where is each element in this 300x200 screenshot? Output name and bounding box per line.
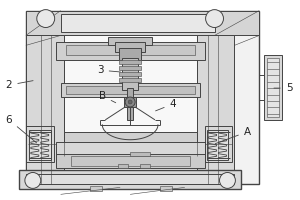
Bar [122,58,138,90]
Bar [118,164,128,168]
Bar [119,78,141,82]
Bar [29,130,51,160]
Bar [26,35,64,184]
Bar [267,58,279,117]
Bar [66,45,195,55]
Bar [90,186,102,191]
Circle shape [25,172,41,188]
Bar [26,11,259,35]
Bar [56,154,205,168]
Bar [26,126,54,162]
Bar [61,83,200,97]
Bar [140,164,150,168]
Text: A: A [215,127,251,144]
Text: 2: 2 [6,80,33,90]
Bar [56,142,205,156]
Bar [64,132,197,144]
Text: B: B [99,91,116,103]
Bar [127,88,133,120]
Circle shape [220,172,236,188]
Bar [119,66,141,70]
Bar [124,97,136,107]
Text: 3: 3 [97,65,120,75]
Bar [61,14,214,32]
Bar [26,174,234,184]
Circle shape [125,97,135,107]
Bar [205,126,232,162]
Text: 4: 4 [156,99,176,111]
Bar [119,72,141,76]
Bar [130,152,150,156]
Bar [108,37,152,45]
Bar [119,48,141,60]
Circle shape [128,100,132,104]
Bar [70,156,190,166]
Bar [160,186,172,191]
Circle shape [206,10,224,28]
Text: 5: 5 [274,83,292,93]
Bar [64,35,197,142]
Circle shape [37,10,55,28]
Bar [264,55,282,120]
Text: 6: 6 [6,115,37,143]
Bar [197,35,234,184]
Bar [66,86,195,94]
Bar [19,170,242,189]
Bar [119,60,141,64]
Bar [207,130,229,160]
Bar [115,42,145,52]
Bar [56,42,205,60]
Bar [26,11,259,184]
